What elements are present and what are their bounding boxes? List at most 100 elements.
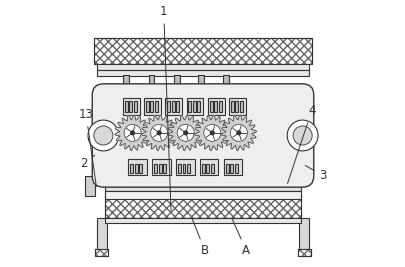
Polygon shape — [141, 115, 177, 151]
Circle shape — [230, 124, 247, 141]
Bar — [96, 64, 309, 70]
Bar — [133, 101, 136, 112]
Bar — [104, 191, 301, 196]
Bar — [222, 87, 229, 92]
Bar — [199, 159, 218, 175]
Text: 13: 13 — [79, 108, 96, 187]
Bar — [182, 163, 185, 173]
Bar — [192, 101, 195, 112]
Bar — [298, 218, 309, 252]
Circle shape — [124, 124, 141, 141]
Bar — [213, 101, 217, 112]
Bar — [163, 163, 166, 173]
Bar — [128, 159, 146, 175]
Bar — [209, 101, 212, 112]
Bar — [104, 178, 301, 191]
Bar — [206, 163, 209, 173]
Bar — [94, 91, 100, 179]
Bar — [104, 218, 301, 223]
Bar — [173, 75, 179, 87]
Bar — [223, 159, 242, 175]
Bar — [130, 163, 133, 173]
Circle shape — [157, 131, 161, 135]
Circle shape — [150, 124, 167, 141]
Bar — [230, 101, 233, 112]
Bar — [150, 101, 153, 112]
Bar — [228, 98, 245, 115]
Bar — [145, 101, 149, 112]
Bar — [139, 163, 142, 173]
Bar — [305, 91, 311, 179]
Bar — [94, 38, 311, 64]
Bar — [96, 70, 309, 76]
Bar — [129, 101, 132, 112]
Bar — [122, 87, 130, 92]
Bar — [239, 101, 242, 112]
Circle shape — [237, 131, 240, 135]
Bar — [222, 75, 228, 87]
Bar — [104, 191, 301, 199]
Bar — [94, 38, 311, 64]
Circle shape — [286, 120, 317, 151]
Circle shape — [183, 131, 187, 135]
Circle shape — [292, 126, 311, 145]
Circle shape — [203, 124, 220, 141]
Bar — [188, 101, 191, 112]
Bar — [165, 98, 181, 115]
Bar — [218, 101, 221, 112]
Circle shape — [177, 124, 194, 141]
Bar — [104, 196, 301, 218]
Bar — [173, 87, 180, 92]
Bar — [171, 101, 174, 112]
Bar — [230, 163, 233, 173]
Polygon shape — [221, 115, 256, 151]
Bar — [197, 75, 203, 87]
Bar — [297, 249, 310, 256]
Bar — [167, 101, 170, 112]
Circle shape — [94, 126, 113, 145]
Bar — [201, 163, 205, 173]
Polygon shape — [168, 115, 203, 151]
Polygon shape — [194, 115, 230, 151]
Bar — [144, 98, 160, 115]
Bar — [187, 163, 190, 173]
Bar — [154, 163, 157, 173]
Text: 2: 2 — [80, 155, 94, 171]
Bar — [207, 98, 224, 115]
Bar — [104, 196, 301, 218]
Bar — [134, 163, 137, 173]
Bar — [297, 249, 310, 256]
Bar — [176, 101, 179, 112]
Bar — [147, 87, 155, 92]
Bar — [211, 163, 213, 173]
Bar — [95, 249, 108, 256]
Bar — [151, 159, 170, 175]
Bar — [155, 101, 158, 112]
Bar — [186, 98, 203, 115]
Text: 1: 1 — [160, 5, 171, 210]
Bar — [123, 75, 129, 87]
Bar — [235, 101, 238, 112]
Bar — [148, 75, 154, 87]
Bar — [158, 163, 161, 173]
Bar — [124, 101, 127, 112]
Bar — [234, 163, 237, 173]
Text: B: B — [192, 218, 209, 257]
Text: 4: 4 — [287, 104, 315, 183]
Text: A: A — [231, 218, 250, 257]
Bar — [96, 218, 107, 252]
Bar — [175, 159, 194, 175]
Bar — [85, 176, 95, 196]
Circle shape — [130, 131, 134, 135]
Text: 3: 3 — [305, 166, 326, 182]
Bar — [122, 98, 139, 115]
Bar — [178, 163, 181, 173]
Circle shape — [88, 120, 119, 151]
Polygon shape — [115, 115, 150, 151]
Bar — [95, 249, 108, 256]
FancyBboxPatch shape — [92, 84, 313, 187]
Bar — [197, 101, 200, 112]
Bar — [196, 87, 204, 92]
Bar — [225, 163, 228, 173]
Circle shape — [210, 131, 213, 135]
